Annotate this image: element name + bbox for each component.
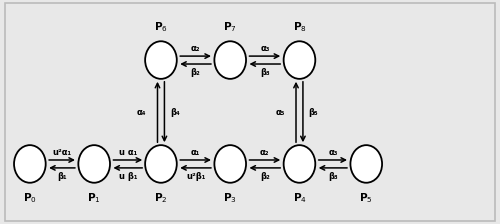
Text: $\mathbf{P}_{7}$: $\mathbf{P}_{7}$ xyxy=(224,21,237,34)
Text: β₁: β₁ xyxy=(57,172,67,181)
Text: α₃: α₃ xyxy=(328,148,338,157)
Text: α₄: α₄ xyxy=(136,108,146,116)
Text: $\mathbf{P}_{2}$: $\mathbf{P}_{2}$ xyxy=(154,192,168,205)
Text: u²α₁: u²α₁ xyxy=(52,148,72,157)
Text: β₅: β₅ xyxy=(308,108,318,116)
Ellipse shape xyxy=(214,41,246,79)
Text: $\mathbf{P}_{5}$: $\mathbf{P}_{5}$ xyxy=(360,192,373,205)
Text: $\mathbf{P}_{3}$: $\mathbf{P}_{3}$ xyxy=(224,192,237,205)
Ellipse shape xyxy=(78,145,110,183)
Text: β₂: β₂ xyxy=(260,172,270,181)
Text: $\mathbf{P}_{1}$: $\mathbf{P}_{1}$ xyxy=(88,192,101,205)
Ellipse shape xyxy=(284,41,316,79)
Text: α₂: α₂ xyxy=(191,44,200,53)
Text: u α₁: u α₁ xyxy=(118,148,137,157)
Text: $\mathbf{P}_{4}$: $\mathbf{P}_{4}$ xyxy=(292,192,306,205)
Text: β₃: β₃ xyxy=(260,68,270,77)
Text: β₄: β₄ xyxy=(170,108,179,116)
Text: $\mathbf{P}_{8}$: $\mathbf{P}_{8}$ xyxy=(292,21,306,34)
Text: $\mathbf{P}_{0}$: $\mathbf{P}_{0}$ xyxy=(23,192,37,205)
Text: u²β₁: u²β₁ xyxy=(186,172,206,181)
Text: β₂: β₂ xyxy=(190,68,200,77)
Ellipse shape xyxy=(214,145,246,183)
Text: α₅: α₅ xyxy=(276,108,284,116)
Text: $\mathbf{P}_{6}$: $\mathbf{P}_{6}$ xyxy=(154,21,168,34)
Text: u β₁: u β₁ xyxy=(118,172,137,181)
Ellipse shape xyxy=(145,41,177,79)
Text: α₃: α₃ xyxy=(260,44,270,53)
Ellipse shape xyxy=(14,145,46,183)
Text: α₁: α₁ xyxy=(191,148,200,157)
Text: α₂: α₂ xyxy=(260,148,270,157)
Text: β₃: β₃ xyxy=(328,172,338,181)
Ellipse shape xyxy=(284,145,316,183)
Ellipse shape xyxy=(350,145,382,183)
Ellipse shape xyxy=(145,145,177,183)
